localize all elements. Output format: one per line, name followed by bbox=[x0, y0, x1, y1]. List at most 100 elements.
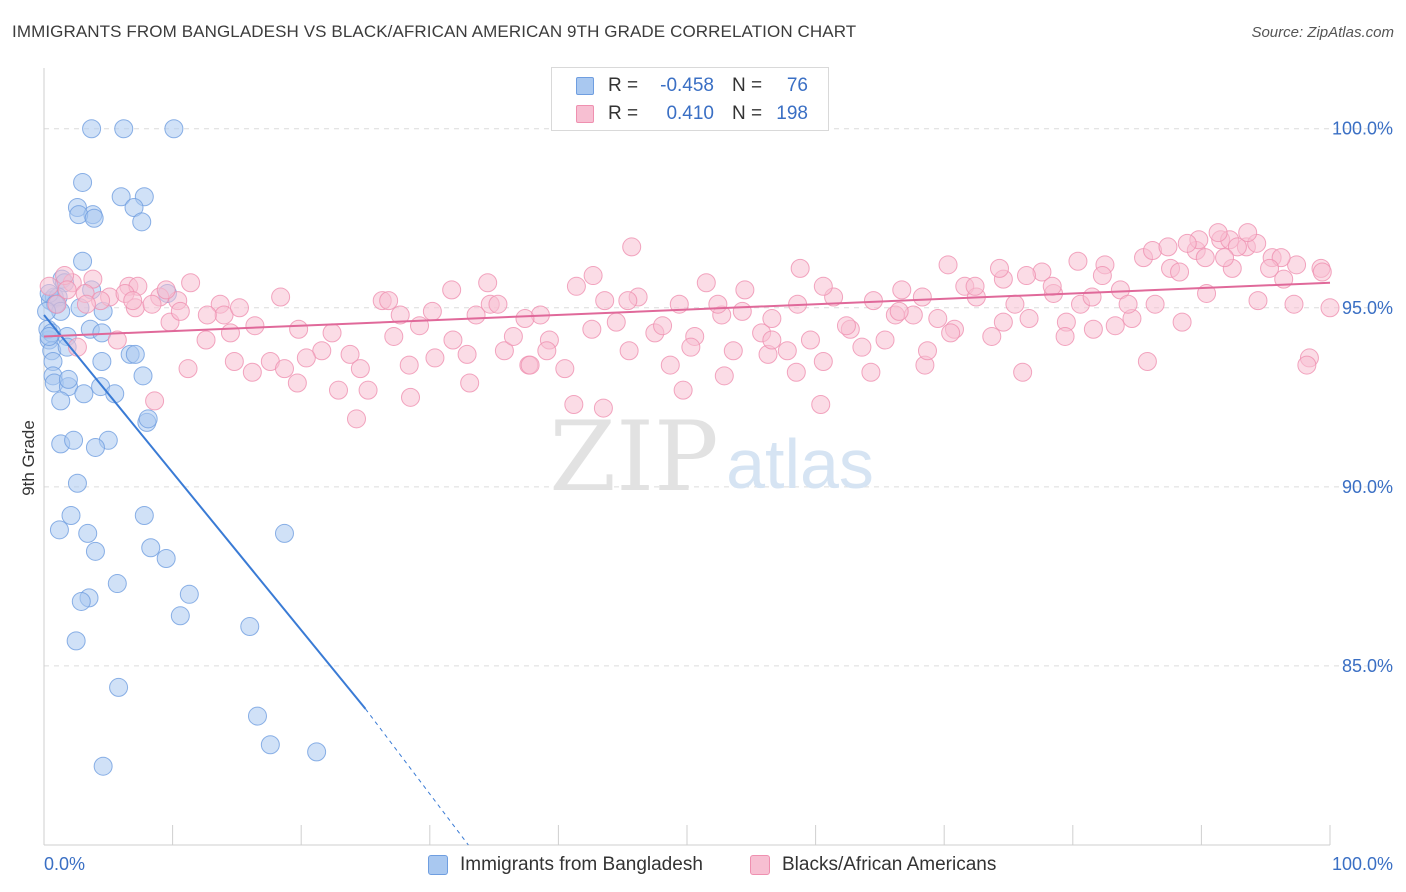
swatch-black bbox=[576, 105, 594, 123]
legend-swatch-bangladesh bbox=[428, 855, 448, 875]
point-black bbox=[410, 316, 430, 336]
point-black bbox=[555, 359, 575, 379]
point-black bbox=[1042, 276, 1062, 296]
point-bangladesh bbox=[58, 369, 78, 389]
source-label: Source: ZipAtlas.com bbox=[1251, 24, 1394, 41]
point-black bbox=[422, 301, 442, 321]
point-black bbox=[47, 294, 67, 314]
point-black bbox=[358, 380, 378, 400]
point-black bbox=[912, 287, 932, 307]
point-black bbox=[564, 394, 584, 414]
point-bangladesh bbox=[64, 430, 84, 450]
point-black bbox=[583, 266, 603, 286]
point-black bbox=[312, 341, 332, 361]
point-black bbox=[197, 305, 217, 325]
point-black bbox=[1248, 291, 1268, 311]
point-black bbox=[989, 258, 1009, 278]
point-bangladesh bbox=[109, 677, 129, 697]
point-black bbox=[1055, 326, 1075, 346]
point-black bbox=[1215, 248, 1235, 268]
point-black bbox=[875, 330, 895, 350]
point-black bbox=[723, 341, 743, 361]
trend-line-black bbox=[43, 281, 1331, 338]
point-bangladesh bbox=[49, 520, 69, 540]
point-black bbox=[76, 294, 96, 314]
point-black bbox=[229, 298, 249, 318]
point-bangladesh bbox=[51, 391, 71, 411]
point-black bbox=[196, 330, 216, 350]
n-label: N = bbox=[732, 75, 763, 96]
point-black bbox=[515, 309, 535, 329]
r-value: -0.458 bbox=[660, 75, 714, 96]
point-black bbox=[735, 280, 755, 300]
point-black bbox=[619, 341, 639, 361]
point-black bbox=[708, 294, 728, 314]
point-black bbox=[786, 362, 806, 382]
point-black bbox=[618, 291, 638, 311]
point-black bbox=[478, 273, 498, 293]
point-black bbox=[762, 309, 782, 329]
y-tick-label: 95.0% bbox=[1342, 298, 1393, 318]
point-black bbox=[537, 341, 557, 361]
point-black bbox=[460, 373, 480, 393]
point-black bbox=[425, 348, 445, 368]
point-black bbox=[965, 276, 985, 296]
point-black bbox=[1019, 309, 1039, 329]
point-black bbox=[889, 301, 909, 321]
point-bangladesh bbox=[67, 473, 87, 493]
point-black bbox=[669, 294, 689, 314]
point-bangladesh bbox=[170, 606, 190, 626]
point-black bbox=[566, 276, 586, 296]
point-black bbox=[762, 330, 782, 350]
point-bangladesh bbox=[84, 208, 104, 228]
point-black bbox=[1092, 266, 1112, 286]
legend-item-black[interactable]: Blacks/African Americans bbox=[750, 852, 996, 878]
point-bangladesh bbox=[114, 119, 134, 139]
point-black bbox=[242, 362, 262, 382]
point-bangladesh bbox=[164, 119, 184, 139]
point-black bbox=[390, 305, 410, 325]
point-black bbox=[861, 362, 881, 382]
y-tick-label: 100.0% bbox=[1332, 119, 1393, 139]
point-black bbox=[1118, 294, 1138, 314]
point-bangladesh bbox=[92, 352, 112, 372]
point-bangladesh bbox=[240, 617, 260, 637]
point-black bbox=[1082, 287, 1102, 307]
point-black bbox=[488, 294, 508, 314]
point-bangladesh bbox=[141, 538, 161, 558]
point-bangladesh bbox=[134, 506, 154, 526]
watermark-zip: ZIP bbox=[549, 401, 718, 513]
legend-item-bangladesh[interactable]: Immigrants from Bangladesh bbox=[428, 852, 703, 878]
point-black bbox=[1287, 255, 1307, 275]
point-black bbox=[673, 380, 693, 400]
point-black bbox=[852, 337, 872, 357]
point-black bbox=[1238, 223, 1258, 243]
point-black bbox=[142, 294, 162, 314]
point-black bbox=[274, 359, 294, 379]
point-bangladesh bbox=[82, 119, 102, 139]
point-black bbox=[384, 326, 404, 346]
point-bangladesh bbox=[260, 735, 280, 755]
axes bbox=[43, 68, 1331, 846]
point-black bbox=[1005, 294, 1025, 314]
point-bangladesh bbox=[132, 212, 152, 232]
point-black bbox=[457, 344, 477, 364]
point-bangladesh bbox=[78, 523, 98, 543]
stats-row-bangladesh: R = -0.458 N = 76 bbox=[576, 73, 808, 99]
n-value: 198 bbox=[776, 103, 808, 124]
point-black bbox=[181, 273, 201, 293]
point-black bbox=[606, 312, 626, 332]
point-black bbox=[123, 291, 143, 311]
point-black bbox=[582, 319, 602, 339]
point-bangladesh bbox=[156, 548, 176, 568]
point-black bbox=[1137, 352, 1157, 372]
point-black bbox=[1227, 237, 1247, 257]
point-black bbox=[271, 287, 291, 307]
point-black bbox=[696, 273, 716, 293]
point-black bbox=[1105, 316, 1125, 336]
point-black bbox=[993, 312, 1013, 332]
point-black bbox=[170, 301, 190, 321]
point-bangladesh bbox=[179, 584, 199, 604]
point-black bbox=[287, 373, 307, 393]
